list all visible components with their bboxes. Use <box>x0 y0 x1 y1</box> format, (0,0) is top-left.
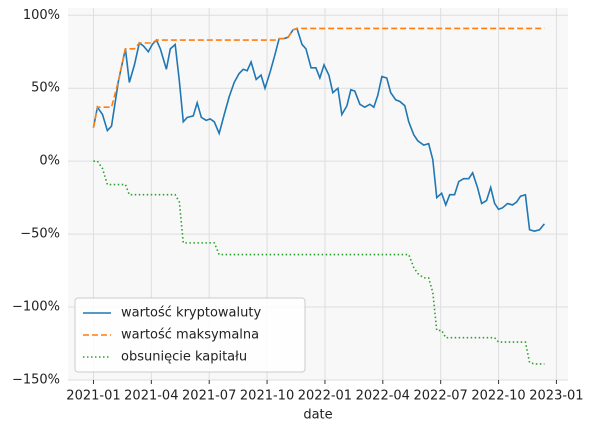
x-tick-label: 2022-10 <box>471 389 525 404</box>
x-tick-label: 2021-07 <box>182 389 236 404</box>
legend-label: wartość maksymalna <box>121 328 259 343</box>
legend: wartość kryptowaluty wartość maksymalna ob… <box>74 297 306 373</box>
y-tick-label: 50% <box>31 81 60 96</box>
x-tick-label: 2022-04 <box>356 389 410 404</box>
series-line <box>92 27 546 233</box>
x-tick-label: 2021-10 <box>240 389 294 404</box>
x-tick-label: 2021-04 <box>124 389 178 404</box>
x-tick-label: 2023-01 <box>529 389 583 404</box>
legend-label: wartość kryptowaluty <box>121 306 261 321</box>
x-tick-label: 2022-01 <box>298 389 352 404</box>
legend-label: obsunięcie kapitału <box>121 350 247 365</box>
y-tick-label: −100% <box>12 300 60 315</box>
series-line <box>92 27 545 128</box>
x-axis-label: date <box>303 408 332 423</box>
series-line <box>93 160 545 365</box>
y-tick-label: −50% <box>20 227 60 242</box>
y-tick-label: 0% <box>39 154 60 169</box>
x-tick-label: 2021-01 <box>66 389 120 404</box>
x-tick-label: 2022-07 <box>414 389 468 404</box>
y-tick-label: −150% <box>12 373 60 388</box>
legend-box <box>74 297 306 373</box>
y-tick-label: 100% <box>23 8 60 23</box>
